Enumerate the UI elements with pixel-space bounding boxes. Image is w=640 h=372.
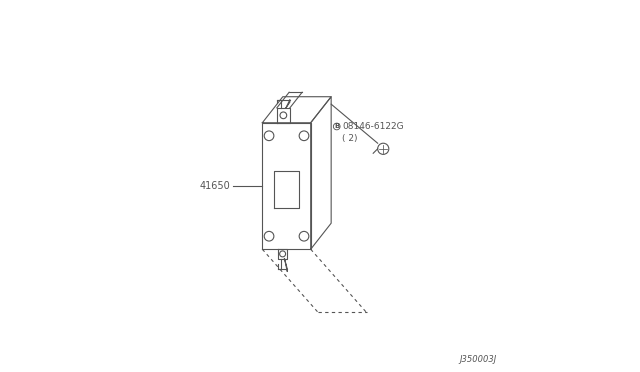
Text: B: B (334, 124, 339, 129)
Text: J350003J: J350003J (460, 355, 497, 364)
Text: 41650: 41650 (200, 181, 230, 191)
Text: ( 2): ( 2) (342, 134, 358, 143)
Text: 08146-6122G: 08146-6122G (342, 122, 404, 131)
